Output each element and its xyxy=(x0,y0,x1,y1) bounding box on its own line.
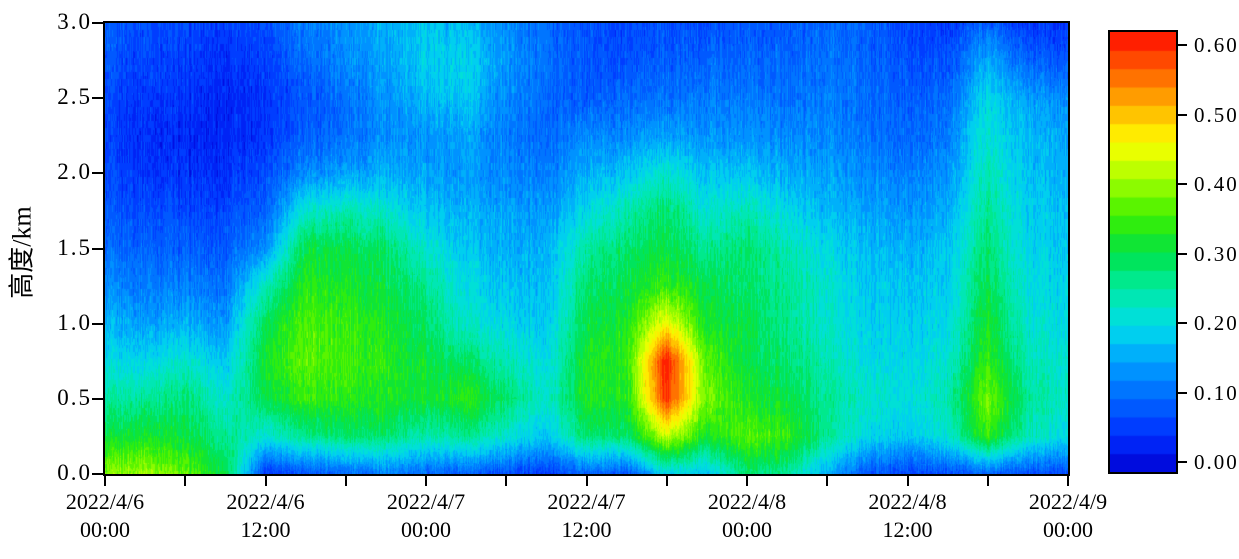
colorbar-tick xyxy=(1178,391,1187,394)
colorbar-tick xyxy=(1178,113,1187,116)
y-axis-tick xyxy=(92,97,103,100)
x-label-date: 2022/4/9 xyxy=(1028,489,1108,514)
colorbar-tick-label: 0.000 xyxy=(1194,450,1239,474)
x-axis-tick xyxy=(425,476,427,486)
colorbar xyxy=(1108,30,1178,474)
x-label-time: 00:00 xyxy=(1042,517,1094,542)
colorbar-tick-label: 0.6000 xyxy=(1194,33,1239,57)
x-axis-tick xyxy=(184,476,187,486)
y-axis-tick xyxy=(92,397,103,400)
y-axis-tick-label: 0.0 xyxy=(57,460,92,485)
colorbar-tick xyxy=(1178,44,1187,46)
x-label-time: 12:00 xyxy=(240,517,291,542)
y-axis-tick-label: 3.0 xyxy=(57,9,92,34)
x-axis-tick xyxy=(585,476,588,486)
x-axis-tick xyxy=(344,476,347,486)
y-axis-tick-label: 2.0 xyxy=(57,159,92,185)
x-label-time: 12:00 xyxy=(882,517,933,542)
x-axis-tick xyxy=(264,476,267,486)
x-label-date: 2022/4/7 xyxy=(386,489,466,514)
x-label-date: 2022/4/6 xyxy=(65,489,145,514)
colorbar-tick-label: 0.4000 xyxy=(1194,172,1239,196)
x-axis-tick-label: 2022/4/8 12:00 xyxy=(823,488,993,544)
colorbar-tick-label: 0.2000 xyxy=(1194,311,1239,335)
x-axis-tick xyxy=(826,476,829,486)
x-axis-tick xyxy=(505,476,508,486)
x-axis-tick-label: 2022/4/6 12:00 xyxy=(181,488,351,544)
x-axis-tick-label: 2022/4/8 00:00 xyxy=(662,488,832,544)
x-axis-tick-label: 2022/4/7 00:00 xyxy=(341,488,511,544)
colorbar-tick xyxy=(1178,252,1187,255)
x-axis-tick-label: 2022/4/9 00:00 xyxy=(983,488,1153,544)
plot-area xyxy=(103,21,1070,476)
x-axis-tick xyxy=(906,476,909,486)
y-axis-tick xyxy=(92,247,103,250)
y-axis-tick xyxy=(92,22,103,24)
heatmap-canvas xyxy=(105,23,1068,474)
x-axis-tick xyxy=(746,476,748,486)
colorbar-tick-label: 0.3000 xyxy=(1194,241,1239,266)
colorbar-tick xyxy=(1178,322,1187,324)
x-axis-tick xyxy=(1067,476,1069,486)
y-axis-tick-label: 1.5 xyxy=(57,234,92,260)
y-axis-tick xyxy=(92,322,103,325)
colorbar-tick-label: 0.5000 xyxy=(1194,102,1239,127)
x-axis-tick-label: 2022/4/6 00:00 xyxy=(20,488,190,544)
x-axis-tick xyxy=(986,476,989,486)
colorbar-tick xyxy=(1178,461,1187,463)
colorbar-tick-label: 0.1000 xyxy=(1194,380,1239,405)
y-axis-tick-label: 1.0 xyxy=(57,309,92,335)
x-axis-tick xyxy=(104,476,106,486)
x-label-time: 12:00 xyxy=(561,517,612,542)
colorbar-canvas xyxy=(1110,32,1176,472)
y-axis-tick xyxy=(92,473,103,475)
x-label-time: 00:00 xyxy=(79,517,131,542)
y-axis-tick-label: 0.5 xyxy=(57,384,92,410)
x-label-date: 2022/4/6 xyxy=(226,489,305,514)
x-label-time: 00:00 xyxy=(721,517,773,542)
x-axis-tick-label: 2022/4/7 12:00 xyxy=(502,488,672,544)
y-axis-tick-label: 2.5 xyxy=(57,84,92,110)
x-axis-tick xyxy=(665,476,668,486)
colorbar-tick xyxy=(1178,183,1187,185)
x-label-time: 00:00 xyxy=(400,517,452,542)
y-axis-tick xyxy=(92,172,103,175)
x-label-date: 2022/4/8 xyxy=(868,489,947,514)
x-label-date: 2022/4/7 xyxy=(547,489,626,514)
x-label-date: 2022/4/8 xyxy=(707,489,787,514)
